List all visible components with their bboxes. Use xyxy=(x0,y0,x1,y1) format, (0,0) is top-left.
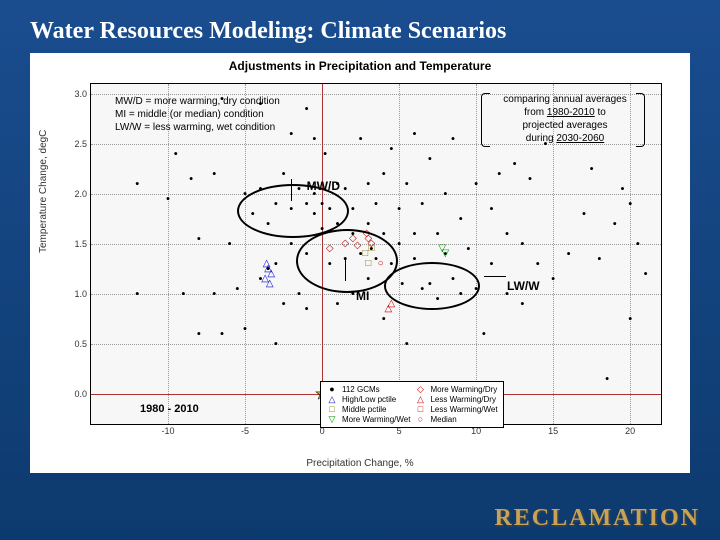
data-point: ● xyxy=(551,276,555,283)
data-point: ● xyxy=(412,131,416,138)
data-point: ● xyxy=(197,236,201,243)
data-point: ● xyxy=(135,291,139,298)
data-point: ● xyxy=(628,316,632,323)
definition-note: MW/D = more warming, dry conditionMI = m… xyxy=(115,95,280,134)
data-point: ● xyxy=(289,241,293,248)
data-point: ● xyxy=(528,176,532,183)
data-point: ● xyxy=(181,291,185,298)
data-point: ● xyxy=(613,221,617,228)
data-point: ▽ xyxy=(441,249,449,259)
data-point: ● xyxy=(505,231,509,238)
data-point: ● xyxy=(235,286,239,293)
data-point: ● xyxy=(628,201,632,208)
data-point: ● xyxy=(389,146,393,153)
data-point: ● xyxy=(274,261,278,268)
data-point: ● xyxy=(197,331,201,338)
data-point: ● xyxy=(382,231,386,238)
data-point: ● xyxy=(520,301,524,308)
data-point: ● xyxy=(374,201,378,208)
cluster-label: MI xyxy=(356,289,369,303)
data-point: ● xyxy=(590,166,594,173)
data-point: ● xyxy=(212,171,216,178)
data-point: ● xyxy=(382,316,386,323)
reclamation-logo: RECLAMATION xyxy=(494,505,700,532)
data-point: ● xyxy=(497,171,501,178)
data-point: ● xyxy=(189,176,193,183)
data-point: ● xyxy=(305,306,309,313)
data-point: ● xyxy=(312,136,316,143)
data-point: △ xyxy=(263,259,271,269)
data-point: ● xyxy=(466,246,470,253)
x-axis-label: Precipitation Change, % xyxy=(306,458,413,469)
data-point: ● xyxy=(228,241,232,248)
cluster-label: MW/D xyxy=(307,179,340,193)
data-point: ● xyxy=(220,331,224,338)
data-point: ● xyxy=(636,241,640,248)
legend-box: ●112 GCMs◇More Warming/Dry△High/Low pcti… xyxy=(320,381,504,428)
baseline-year-label: 1980 - 2010 xyxy=(140,403,199,415)
data-point: ● xyxy=(366,221,370,228)
bracket-right xyxy=(636,93,645,147)
data-point: ● xyxy=(597,256,601,263)
data-point: ● xyxy=(405,341,409,348)
data-point: ● xyxy=(243,326,247,333)
data-point: ● xyxy=(420,201,424,208)
data-point: ● xyxy=(405,181,409,188)
data-point: ● xyxy=(335,301,339,308)
data-point: ● xyxy=(305,106,309,113)
chart-subtitle: Adjustments in Precipitation and Tempera… xyxy=(30,53,690,73)
data-point: ● xyxy=(212,291,216,298)
data-point: ● xyxy=(281,301,285,308)
y-axis-label: Temperature Change, degC xyxy=(38,130,49,253)
page-title: Water Resources Modeling: Climate Scenar… xyxy=(0,0,720,53)
data-point: ● xyxy=(323,151,327,158)
data-point: ● xyxy=(297,291,301,298)
cluster-ellipse xyxy=(296,229,399,293)
data-point: ● xyxy=(443,191,447,198)
data-point: ● xyxy=(451,136,455,143)
data-point: ● xyxy=(482,331,486,338)
cluster-ellipse xyxy=(384,262,480,310)
data-point: ● xyxy=(412,231,416,238)
data-point: ● xyxy=(166,196,170,203)
data-point: ● xyxy=(397,206,401,213)
data-point: ● xyxy=(474,181,478,188)
data-point: ● xyxy=(428,156,432,163)
chart-panel: Adjustments in Precipitation and Tempera… xyxy=(30,53,690,473)
data-point: ● xyxy=(435,231,439,238)
data-point: ● xyxy=(174,151,178,158)
data-point: ● xyxy=(358,136,362,143)
bracket-left xyxy=(481,93,490,147)
data-point: ● xyxy=(459,216,463,223)
comparison-note: comparing annual averagesfrom 1980-2010 … xyxy=(495,93,635,145)
data-point: ● xyxy=(520,241,524,248)
data-point: ● xyxy=(536,261,540,268)
data-point: ● xyxy=(274,341,278,348)
data-point: ● xyxy=(289,131,293,138)
data-point: ● xyxy=(643,271,647,278)
data-point: ● xyxy=(351,206,355,213)
data-point: ● xyxy=(412,256,416,263)
data-point: ● xyxy=(513,161,517,168)
data-point: ● xyxy=(582,211,586,218)
cluster-label: LW/W xyxy=(507,279,540,293)
data-point: ● xyxy=(397,241,401,248)
data-point: ● xyxy=(566,251,570,258)
data-point: ● xyxy=(343,186,347,193)
data-point: ● xyxy=(605,376,609,383)
data-point: ● xyxy=(382,171,386,178)
data-point: ● xyxy=(281,171,285,178)
data-point: ● xyxy=(489,206,493,213)
data-point: ● xyxy=(366,181,370,188)
data-point: ● xyxy=(620,186,624,193)
data-point: △ xyxy=(266,279,274,289)
data-point: ● xyxy=(489,261,493,268)
data-point: ● xyxy=(135,181,139,188)
